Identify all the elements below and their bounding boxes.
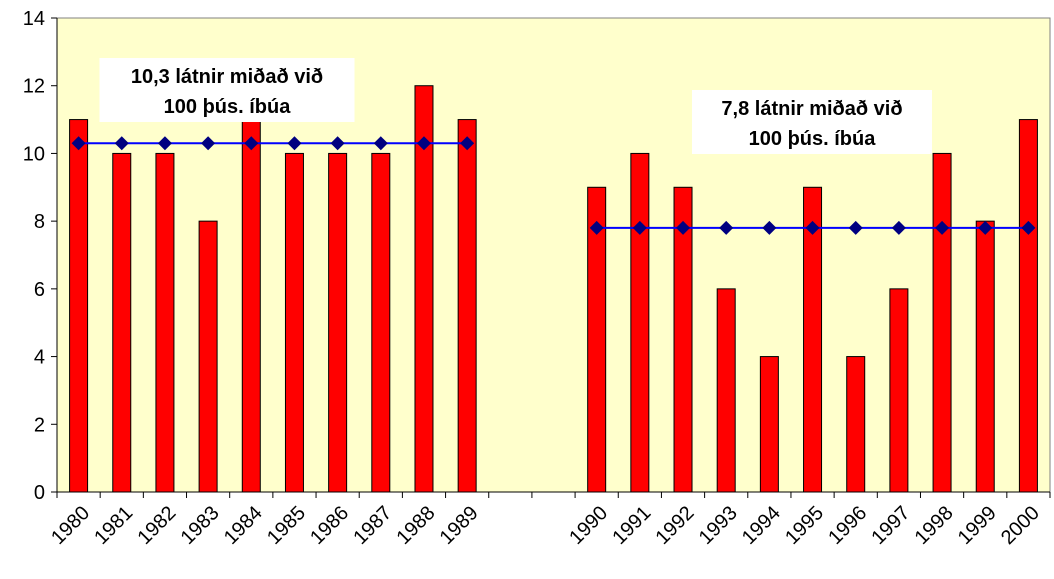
bar bbox=[457, 119, 477, 493]
x-tick-label: 1988 bbox=[392, 502, 439, 549]
x-tick-label: 1980 bbox=[47, 502, 94, 549]
marker bbox=[805, 220, 820, 235]
annotation: 10,3 látnir miðað við bbox=[131, 66, 323, 88]
bar bbox=[1018, 119, 1038, 493]
bar bbox=[112, 152, 132, 493]
marker bbox=[676, 220, 691, 235]
marker bbox=[891, 220, 906, 235]
y-tick-label: 0 bbox=[34, 482, 45, 504]
marker bbox=[632, 220, 647, 235]
bar bbox=[630, 152, 650, 493]
annotation-box bbox=[692, 90, 932, 154]
x-tick-label: 1983 bbox=[177, 502, 224, 549]
bar bbox=[716, 288, 736, 493]
marker bbox=[201, 136, 216, 151]
marker bbox=[330, 136, 345, 151]
x-tick-label: 1993 bbox=[695, 502, 742, 549]
bar bbox=[846, 356, 866, 493]
x-tick-label: 2000 bbox=[997, 502, 1044, 549]
y-tick-label: 8 bbox=[34, 211, 45, 233]
marker bbox=[416, 136, 431, 151]
y-tick-label: 12 bbox=[23, 76, 45, 98]
x-tick-label: 1984 bbox=[220, 502, 267, 549]
marker bbox=[1021, 220, 1036, 235]
bar bbox=[759, 356, 779, 493]
x-tick-label: 1999 bbox=[954, 502, 1001, 549]
x-tick-label: 1986 bbox=[306, 502, 353, 549]
y-tick-label: 2 bbox=[34, 414, 45, 436]
bar bbox=[328, 152, 348, 493]
marker bbox=[762, 220, 777, 235]
x-tick-label: 1998 bbox=[911, 502, 958, 549]
x-tick-label: 1995 bbox=[781, 502, 828, 549]
x-tick-label: 1996 bbox=[824, 502, 871, 549]
marker bbox=[71, 136, 86, 151]
bar bbox=[155, 152, 175, 493]
bar bbox=[371, 152, 391, 493]
x-tick-label: 1981 bbox=[90, 502, 137, 549]
y-tick-label: 14 bbox=[23, 8, 45, 30]
bar bbox=[932, 152, 952, 493]
x-tick-label: 1985 bbox=[263, 502, 310, 549]
marker bbox=[848, 220, 863, 235]
marker bbox=[244, 136, 259, 151]
x-tick-label: 1990 bbox=[565, 502, 612, 549]
x-tick-label: 1982 bbox=[133, 502, 180, 549]
marker bbox=[157, 136, 172, 151]
annotation: 7,8 látnir miðað við bbox=[721, 98, 902, 120]
bar bbox=[198, 220, 218, 493]
x-tick-label: 1987 bbox=[349, 502, 396, 549]
bar bbox=[241, 119, 261, 493]
bar bbox=[889, 288, 909, 493]
marker bbox=[978, 220, 993, 235]
bar bbox=[284, 152, 304, 493]
y-tick-label: 6 bbox=[34, 279, 45, 301]
marker bbox=[373, 136, 388, 151]
x-tick-label: 1992 bbox=[652, 502, 699, 549]
marker bbox=[935, 220, 950, 235]
bar bbox=[975, 220, 995, 493]
x-tick-label: 1991 bbox=[608, 502, 655, 549]
marker bbox=[460, 136, 475, 151]
y-tick-label: 10 bbox=[23, 143, 45, 165]
bar bbox=[69, 119, 89, 493]
marker bbox=[589, 220, 604, 235]
x-tick-label: 1989 bbox=[436, 502, 483, 549]
marker bbox=[114, 136, 129, 151]
annotation: 100 þús. íbúa bbox=[749, 128, 877, 150]
y-tick-label: 4 bbox=[34, 347, 45, 369]
annotation-box bbox=[99, 58, 355, 122]
x-tick-label: 1994 bbox=[738, 502, 785, 549]
x-tick-label: 1997 bbox=[867, 502, 914, 549]
marker bbox=[719, 220, 734, 235]
annotation: 100 þús. íbúa bbox=[164, 96, 292, 118]
marker bbox=[287, 136, 302, 151]
